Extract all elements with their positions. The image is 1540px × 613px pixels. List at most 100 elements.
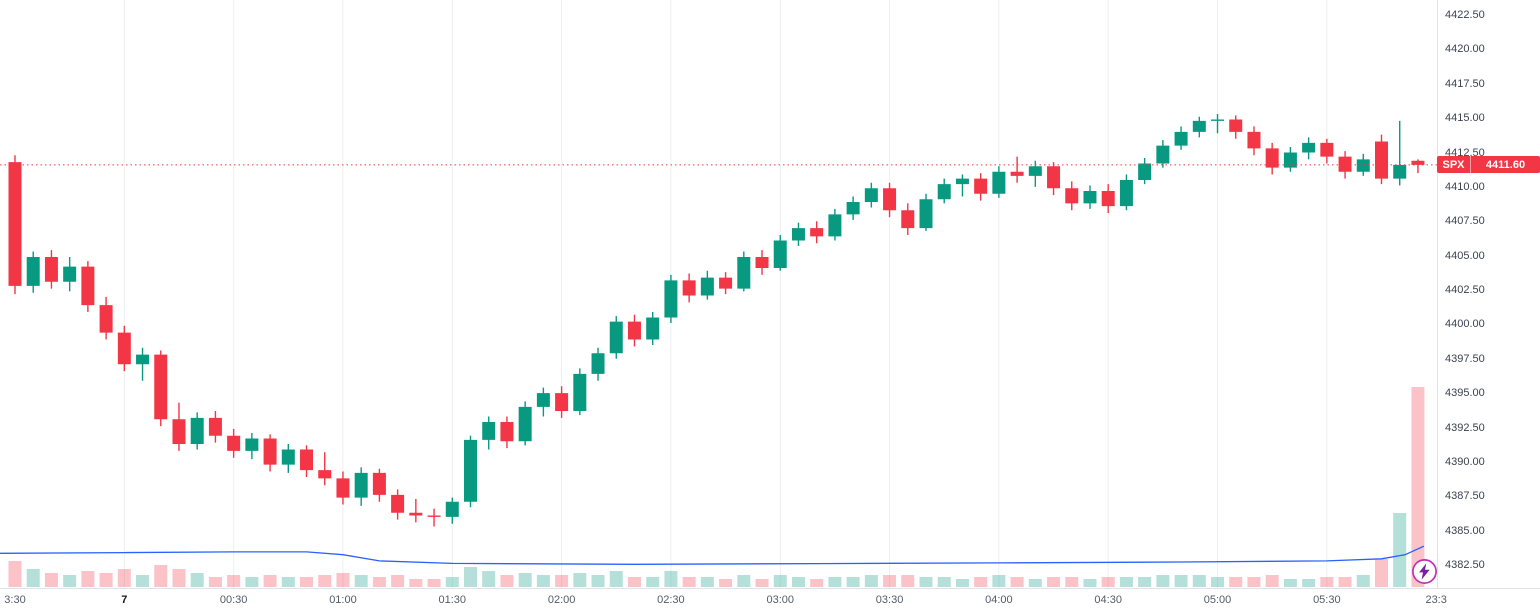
candle-body — [1338, 156, 1352, 172]
candle — [1083, 185, 1097, 209]
volume-bar — [263, 575, 277, 587]
lightning-button[interactable] — [1411, 558, 1438, 585]
volume-bar — [1356, 575, 1370, 587]
price-tick-label: 4410.00 — [1445, 180, 1485, 193]
candle-body — [464, 439, 477, 502]
volume-bar — [1393, 513, 1407, 587]
volume-bar — [810, 579, 824, 587]
candle — [1283, 147, 1297, 172]
candle — [44, 250, 58, 289]
volume-bar — [883, 575, 897, 587]
candle — [518, 401, 532, 446]
candle — [646, 312, 660, 345]
volume-bar — [300, 577, 314, 587]
candle — [1047, 162, 1061, 196]
volume-bar — [172, 569, 186, 587]
volume-bar — [719, 579, 733, 587]
candle-body — [482, 422, 496, 440]
candle — [391, 489, 405, 520]
candle-body — [1192, 120, 1206, 132]
time-axis[interactable]: 3:30 7 00:30 01:00 01:30 02:00 02:30 03:00 03:30… — [0, 588, 1540, 613]
candle — [354, 467, 368, 506]
price-tick-label: 4422.50 — [1445, 9, 1485, 21]
candle-body — [63, 266, 77, 282]
volume-bar — [136, 575, 150, 587]
candle — [427, 508, 441, 527]
candle-body — [609, 321, 623, 354]
volume-bar — [63, 575, 77, 587]
volume-bar — [609, 571, 623, 587]
candle-body — [172, 419, 186, 444]
candle-body — [227, 435, 241, 451]
candle — [573, 368, 587, 416]
price-tick-label: 4390.00 — [1445, 455, 1485, 468]
candle — [737, 251, 751, 292]
candle-body — [1356, 159, 1370, 172]
candle — [1065, 181, 1079, 211]
overlay-indicator-line — [0, 545, 1425, 565]
candle-body — [846, 202, 860, 215]
volume-bar — [482, 571, 496, 587]
candle-body — [1302, 142, 1316, 153]
candle — [1211, 114, 1225, 134]
candle — [117, 325, 131, 372]
candle-body — [391, 494, 405, 513]
candle — [208, 411, 222, 443]
candle — [536, 387, 550, 417]
candle-body — [8, 162, 22, 286]
candle-body — [700, 277, 714, 296]
candle-body — [263, 438, 277, 465]
time-tick-label: 05:30 — [1313, 594, 1341, 606]
candle — [1138, 158, 1152, 185]
volume-bar — [1138, 577, 1152, 587]
volume-bar — [828, 577, 842, 587]
candle-body — [1119, 180, 1133, 207]
volume-bar — [992, 575, 1006, 587]
last-price-label: 4411.60 — [1485, 158, 1526, 171]
candle — [773, 235, 787, 271]
candle — [63, 257, 77, 292]
volume-bar — [81, 571, 95, 587]
candle — [281, 444, 295, 473]
price-tick-label: 4412.50 — [1445, 146, 1485, 159]
candle — [263, 434, 277, 472]
candle — [81, 261, 95, 312]
candle — [1375, 134, 1388, 185]
candle — [591, 347, 605, 381]
volume-bar — [1174, 575, 1188, 587]
volume-bar — [901, 575, 915, 587]
candle — [26, 251, 40, 293]
time-tick-label: 00:30 — [219, 594, 248, 606]
candle-body — [1229, 119, 1243, 132]
candle — [864, 182, 878, 208]
candle-body — [828, 214, 842, 237]
candle — [227, 428, 241, 458]
candle-body — [336, 478, 350, 498]
candle — [627, 314, 641, 347]
candle-body — [1010, 171, 1024, 176]
candle-body — [664, 280, 678, 318]
candle — [700, 270, 714, 300]
volume-bar — [955, 579, 969, 587]
candle-body — [154, 354, 168, 420]
candle-body — [1174, 131, 1188, 146]
time-tick-label: 03:30 — [875, 594, 904, 606]
volume-bar — [1065, 577, 1079, 587]
candle-body — [992, 171, 1006, 194]
candle — [682, 273, 696, 303]
volume-bar — [646, 577, 660, 587]
price-axis[interactable]: 4422.50 4420.00 4417.50 4415.00 4412.50 4410.… — [1437, 0, 1540, 588]
volume-bar — [1119, 577, 1133, 587]
volume-bar — [1302, 579, 1316, 587]
candle — [318, 452, 332, 486]
candle-body — [864, 188, 878, 202]
candle-body — [1411, 160, 1425, 165]
volume-bar — [1229, 577, 1243, 587]
candle-body — [737, 257, 751, 289]
volume-bar — [919, 577, 933, 587]
price-tick-label: 4387.50 — [1445, 490, 1485, 503]
candle — [719, 272, 733, 295]
candle — [901, 203, 915, 235]
price-tick-label: 4382.50 — [1445, 559, 1485, 571]
